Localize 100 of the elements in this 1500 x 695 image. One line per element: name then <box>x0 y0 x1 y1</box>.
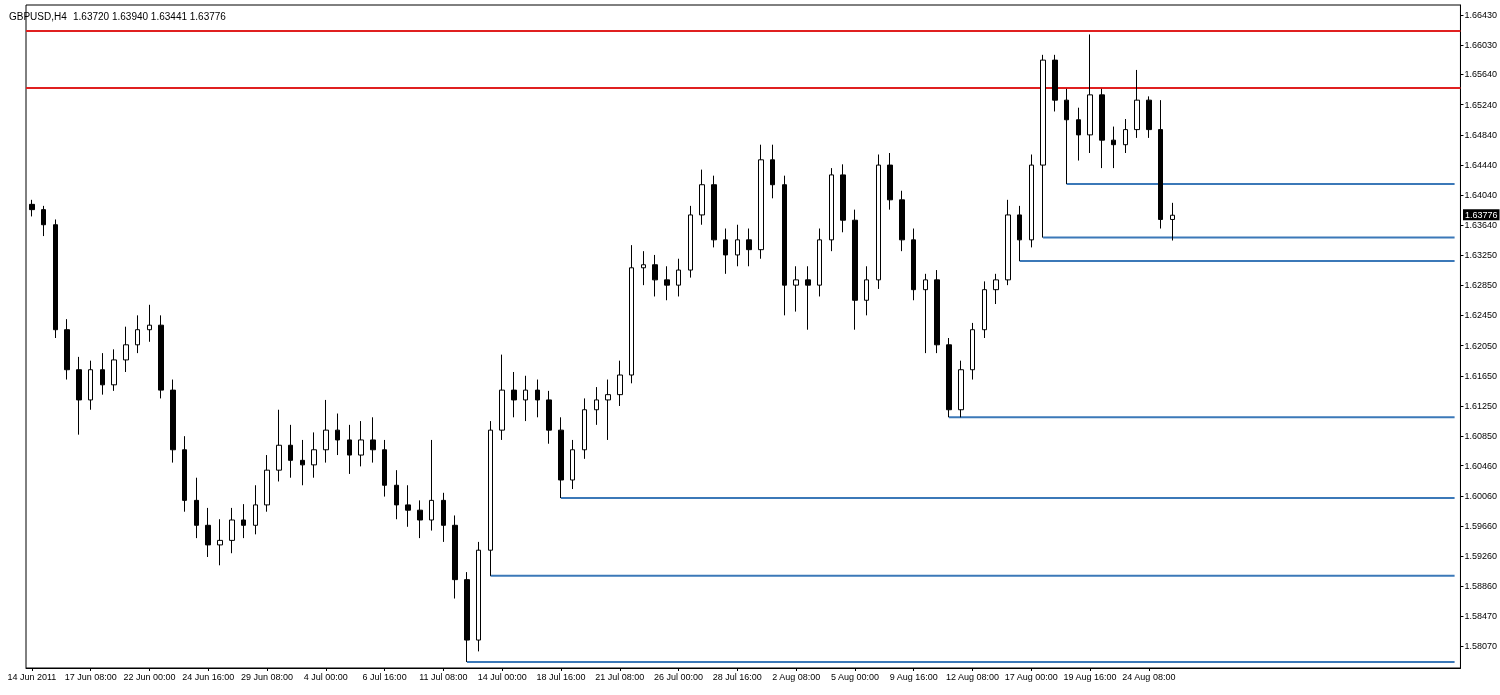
candlestick <box>1064 88 1069 185</box>
x-tick-label: 24 Aug 08:00 <box>1122 671 1176 682</box>
candlestick <box>111 348 117 392</box>
x-tick-label: 21 Jul 08:00 <box>595 671 645 682</box>
candlestick <box>405 484 411 528</box>
candlestick <box>358 420 364 467</box>
candlestick <box>429 439 434 532</box>
candlestick <box>535 379 540 418</box>
candlestick <box>182 435 187 513</box>
y-tick-label: 1.64040 <box>1464 190 1498 201</box>
x-tick-label: 11 Jul 08:00 <box>419 671 468 682</box>
x-tick-label: 4 Jul 00:00 <box>303 671 348 682</box>
y-tick-label: 1.58470 <box>1464 610 1498 621</box>
candlestick <box>194 477 199 539</box>
candlestick <box>688 205 693 279</box>
candlestick <box>1017 205 1022 262</box>
candlestick <box>852 209 858 331</box>
candlestick <box>911 228 916 301</box>
x-tick-label: 17 Jun 08:00 <box>64 671 117 682</box>
candlestick <box>1111 126 1116 169</box>
candlestick <box>476 541 481 652</box>
candlestick <box>982 280 987 339</box>
x-tick-label: 14 Jul 00:00 <box>477 671 527 682</box>
candlestick <box>594 386 599 426</box>
candlestick <box>782 175 787 316</box>
x-tick-label: 22 Jun 00:00 <box>123 671 176 682</box>
candlestick <box>770 144 775 199</box>
x-tick-label: 28 Jul 16:00 <box>712 671 762 682</box>
candlestick <box>53 218 58 339</box>
candlestick <box>876 154 881 290</box>
candlestick <box>29 199 35 217</box>
candlestick <box>452 514 458 600</box>
candlestick <box>582 397 587 460</box>
candlestick <box>746 228 752 267</box>
text: GBPUSD,H4 <box>9 10 68 22</box>
candlestick <box>1087 33 1093 154</box>
candlestick <box>488 420 493 577</box>
y-tick-label: 1.65640 <box>1464 69 1498 80</box>
y-tick-label: 1.60460 <box>1464 460 1498 471</box>
y-tick-label: 1.62850 <box>1464 280 1498 291</box>
candlestick <box>229 507 235 554</box>
y-tick-label: 1.59660 <box>1464 521 1498 532</box>
candlestick <box>64 318 70 381</box>
candlestick <box>699 169 705 226</box>
candlestick <box>1123 118 1128 154</box>
x-tick-label: 18 Jul 16:00 <box>536 671 586 682</box>
y-tick-label: 1.65240 <box>1464 99 1498 110</box>
y-tick-label: 1.64840 <box>1464 129 1498 140</box>
candlestick <box>570 439 575 490</box>
y-tick-label: 1.58860 <box>1464 581 1498 592</box>
candlestick <box>417 499 423 539</box>
candlestick <box>205 507 211 558</box>
candlestick <box>347 424 352 475</box>
candlestick <box>147 304 152 343</box>
candlestick <box>1052 54 1058 112</box>
candlestick <box>523 375 528 422</box>
candlestick <box>300 439 305 486</box>
candlestick <box>499 354 505 441</box>
y-tick-label: 1.62050 <box>1464 340 1498 351</box>
y-tick-label: 1.61250 <box>1464 400 1498 411</box>
candlestick <box>382 439 387 498</box>
y-tick-label: 1.63250 <box>1464 249 1498 260</box>
y-tick-label: 1.66430 <box>1464 9 1498 20</box>
candlestick <box>793 265 799 313</box>
candlestick <box>1029 154 1034 248</box>
candlestick <box>923 273 928 354</box>
candlestick <box>993 273 999 305</box>
y-tick-label: 1.63640 <box>1464 220 1498 231</box>
candlestick <box>264 454 270 513</box>
candlestick <box>617 360 623 407</box>
text: 1.63720 1.63940 1.63441 1.63776 <box>73 10 227 22</box>
candlestick <box>1158 99 1163 230</box>
candlestick <box>394 469 399 520</box>
candlestick <box>1134 69 1140 139</box>
candlestick <box>817 228 822 297</box>
candlestick <box>276 409 282 482</box>
y-tick-label: 1.64440 <box>1464 160 1498 171</box>
candlestick <box>76 356 82 436</box>
candlestick <box>241 503 246 539</box>
candlestick <box>288 424 293 479</box>
candlestick <box>829 167 834 252</box>
candlestick <box>1146 95 1152 139</box>
candlestick <box>840 163 846 233</box>
candlestick <box>676 258 681 297</box>
x-tick-label: 19 Aug 16:00 <box>1063 671 1117 682</box>
annotation: 1.63776 <box>1465 209 1498 220</box>
candlestick <box>546 390 552 445</box>
candlestick <box>100 352 105 396</box>
candlestick <box>805 265 811 331</box>
candlestick <box>217 518 223 566</box>
candlestick <box>864 265 869 316</box>
x-tick-label: 9 Aug 16:00 <box>889 671 938 682</box>
candlestick <box>605 379 611 441</box>
y-tick-label: 1.61650 <box>1464 370 1498 381</box>
candlestick <box>135 314 140 354</box>
candlestick <box>664 265 670 301</box>
x-tick-label: 14 Jun 2011 <box>7 671 57 682</box>
candlestick <box>170 379 176 464</box>
candlestick <box>323 399 329 464</box>
candlestick <box>370 416 376 464</box>
